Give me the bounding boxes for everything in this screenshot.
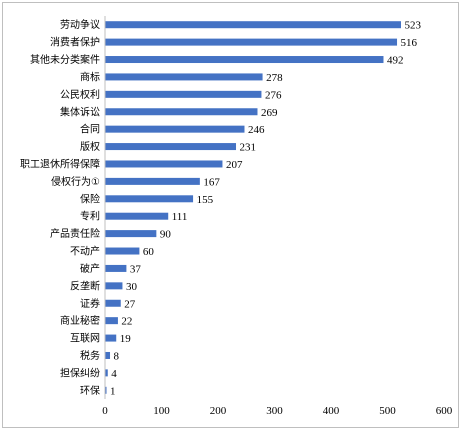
value-label-5: 269 bbox=[261, 107, 278, 119]
x-tick-label-3: 300 bbox=[266, 405, 283, 417]
bar-21 bbox=[105, 386, 107, 394]
x-tick-label-5: 500 bbox=[379, 405, 396, 417]
value-label-3: 278 bbox=[266, 72, 283, 84]
category-label-14: 破产 bbox=[80, 262, 100, 275]
value-label-16: 27 bbox=[124, 298, 136, 310]
bar-11 bbox=[105, 212, 169, 220]
bar-14 bbox=[105, 264, 127, 272]
bar-18 bbox=[105, 334, 117, 342]
bar-9 bbox=[105, 177, 200, 185]
bar-4 bbox=[105, 90, 262, 98]
category-label-17: 商业秘密 bbox=[60, 314, 100, 327]
value-label-20: 4 bbox=[111, 368, 117, 380]
category-label-1: 消费者保护 bbox=[50, 36, 100, 49]
bar-8 bbox=[105, 160, 223, 168]
category-label-11: 专利 bbox=[80, 210, 100, 223]
value-label-9: 167 bbox=[203, 176, 220, 188]
bar-17 bbox=[105, 317, 118, 325]
bar-5 bbox=[105, 108, 258, 116]
category-label-9: 侵权行为① bbox=[51, 175, 100, 188]
category-label-4: 公民权利 bbox=[60, 88, 100, 101]
bar-1 bbox=[105, 38, 398, 46]
value-label-0: 523 bbox=[404, 20, 421, 32]
category-label-16: 证券 bbox=[80, 297, 100, 310]
category-label-0: 劳动争议 bbox=[60, 18, 100, 31]
x-tick-label-4: 400 bbox=[323, 405, 340, 417]
category-label-2: 其他未分类案件 bbox=[30, 53, 100, 66]
value-label-21: 1 bbox=[110, 385, 116, 397]
value-label-18: 19 bbox=[120, 333, 132, 345]
value-label-15: 30 bbox=[126, 281, 138, 293]
value-label-12: 90 bbox=[160, 229, 172, 241]
value-label-4: 276 bbox=[265, 89, 282, 101]
category-label-15: 反垄断 bbox=[70, 279, 100, 292]
value-label-7: 231 bbox=[240, 142, 257, 154]
x-tick-label-2: 200 bbox=[210, 405, 227, 417]
value-label-13: 60 bbox=[143, 246, 155, 258]
bar-20 bbox=[105, 369, 108, 377]
bar-12 bbox=[105, 230, 157, 238]
value-label-14: 37 bbox=[130, 263, 142, 275]
chart-frame bbox=[2, 2, 459, 428]
x-tick-label-0: 0 bbox=[102, 405, 108, 417]
value-label-19: 8 bbox=[114, 350, 120, 362]
category-label-10: 保险 bbox=[80, 192, 100, 205]
bar-19 bbox=[105, 351, 111, 359]
category-label-7: 版权 bbox=[80, 140, 100, 153]
bar-0 bbox=[105, 21, 401, 29]
value-label-2: 492 bbox=[387, 55, 404, 67]
category-label-3: 商标 bbox=[80, 70, 100, 83]
bar-2 bbox=[105, 56, 384, 64]
bar-7 bbox=[105, 143, 237, 151]
category-label-19: 税务 bbox=[80, 349, 100, 362]
bar-3 bbox=[105, 73, 263, 81]
bar-16 bbox=[105, 299, 121, 307]
bar-13 bbox=[105, 247, 140, 255]
x-tick-label-1: 100 bbox=[153, 405, 170, 417]
value-label-11: 111 bbox=[172, 211, 188, 223]
category-label-8: 职工退休所得保障 bbox=[20, 157, 100, 170]
bar-6 bbox=[105, 125, 245, 133]
category-label-6: 合同 bbox=[80, 123, 100, 136]
bar-15 bbox=[105, 282, 123, 290]
category-label-20: 担保纠纷 bbox=[60, 366, 100, 379]
value-label-6: 246 bbox=[248, 124, 265, 136]
value-label-1: 516 bbox=[401, 37, 418, 49]
value-label-8: 207 bbox=[226, 159, 243, 171]
value-label-10: 155 bbox=[197, 194, 214, 206]
bar-10 bbox=[105, 195, 194, 203]
category-label-5: 集体诉讼 bbox=[60, 105, 100, 118]
value-label-17: 22 bbox=[121, 316, 132, 328]
category-label-13: 不动产 bbox=[70, 245, 100, 258]
category-label-21: 环保 bbox=[80, 384, 100, 397]
x-tick-label-6: 600 bbox=[436, 405, 453, 417]
category-label-18: 互联网 bbox=[70, 333, 100, 345]
category-label-12: 产品责任险 bbox=[50, 227, 100, 240]
